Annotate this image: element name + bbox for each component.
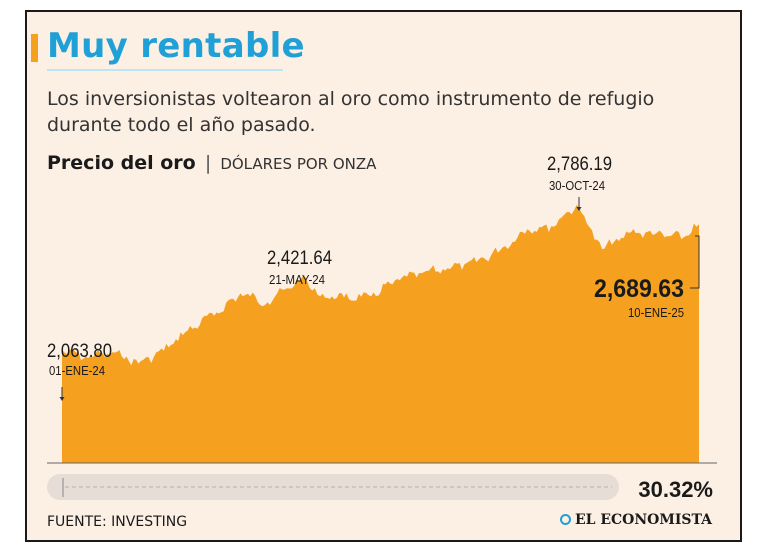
brand-logo: EL ECONOMISTA: [559, 512, 712, 528]
annotation-value: 2,786.19: [547, 154, 612, 175]
brand-icon: [559, 514, 571, 525]
final-value-bracket: [690, 235, 700, 289]
brand-name: EL ECONOMISTA: [574, 512, 712, 528]
annotation-date: 30-OCT-24: [549, 178, 605, 193]
page-title: Muy rentable: [47, 26, 305, 66]
annotation-date: 01-ENE-24: [49, 363, 105, 378]
source-note: FUENTE: INVESTING: [47, 514, 188, 530]
annotation-arrow: [59, 397, 65, 401]
title-underline: [47, 69, 283, 71]
annotation-value: 2,063.80: [47, 341, 112, 362]
annotation-date: 21-MAY-24: [269, 272, 325, 287]
annotation-value: 2,689.63: [594, 275, 684, 303]
chart-title: Precio del oro: [47, 152, 196, 174]
price-area: [62, 204, 699, 464]
title-accent-bar: [31, 34, 38, 62]
chart-unit: DÓLARES POR ONZA: [220, 155, 377, 173]
page-subtitle: Los inversionistas voltearon al oro como…: [47, 88, 655, 136]
change-percentage: 30.32%: [638, 477, 713, 502]
annotation-arrow: [576, 207, 582, 211]
infographic-card: Muy rentable Los inversionistas voltearo…: [25, 10, 742, 542]
chart-header-separator: |: [204, 152, 212, 174]
annotation-value: 2,421.64: [267, 248, 332, 269]
annotation-date: 10-ENE-25: [628, 305, 684, 320]
chart-header: Precio del oro | DÓLARES POR ONZA: [47, 152, 376, 174]
